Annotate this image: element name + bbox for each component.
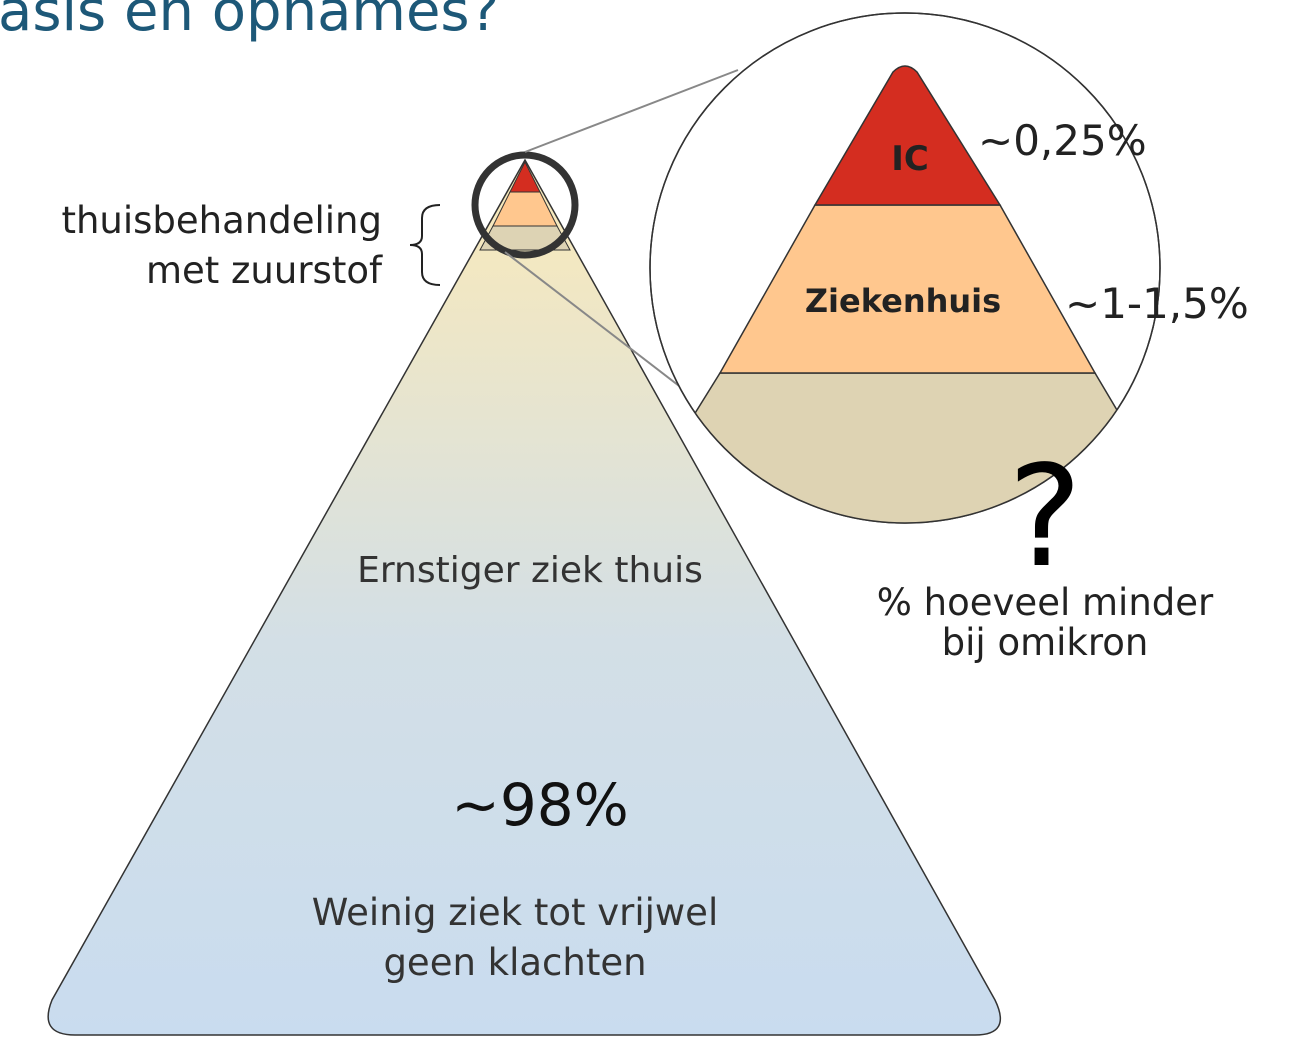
ic-share: ~0,25% (978, 116, 1147, 165)
home-label: thuisbehandeling (61, 199, 382, 242)
small-home (479, 225, 571, 251)
small-ic (509, 160, 541, 193)
note: % hoeveel minder (877, 581, 1214, 624)
zoom-line (504, 251, 701, 403)
pyramid (47, 158, 1002, 1036)
severe-home: Ernstiger ziek thuis (357, 550, 703, 591)
title: asis en opnames? (0, 0, 499, 44)
mild-label: Weinig ziek tot vrijwel (312, 891, 718, 934)
zoom-ic (813, 65, 1002, 206)
zoom-marker (471, 151, 579, 259)
ic-label: IC (891, 139, 929, 179)
small-hospital (492, 191, 558, 227)
home-label: met zuurstof (146, 249, 383, 292)
zoom-line (524, 69, 739, 153)
question-mark: ? (1008, 436, 1082, 599)
hospital-label: Ziekenhuis (805, 282, 1001, 320)
hospital-share: ~1-1,5% (1065, 279, 1249, 328)
brace (409, 204, 441, 286)
zoom-circle-outline (649, 12, 1161, 524)
mild-label: geen klachten (383, 941, 646, 984)
mild-share: ~98% (451, 771, 629, 839)
note: bij omikron (942, 621, 1149, 664)
